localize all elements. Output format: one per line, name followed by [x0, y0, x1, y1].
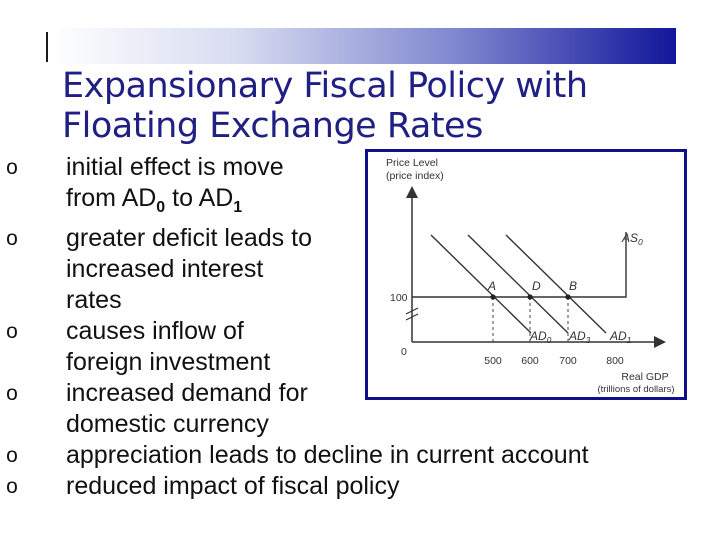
x-tick-500: 500 [484, 355, 502, 367]
bullet-line: domestic currency [66, 409, 589, 440]
ad1-label: AD1 [609, 329, 632, 345]
price-level-value: 100 [390, 292, 408, 304]
y-axis-label-1: Price Level [386, 157, 438, 169]
point-d-dot [527, 294, 533, 300]
bullet-subscript: 1 [233, 199, 243, 216]
bullet-marker-icon: o [6, 156, 18, 179]
bullet-item: o appreciation leads to decline in curren… [0, 440, 589, 471]
point-b-dot [565, 294, 571, 300]
bullet-text: increased interest [66, 255, 264, 283]
bullet-text: causes inflow of [66, 317, 244, 345]
ad3-label: AD3 [568, 329, 591, 345]
bullet-text: domestic currency [66, 410, 269, 438]
point-b-label: B [569, 279, 577, 293]
point-a-label: A [487, 279, 496, 293]
bullet-marker-icon: o [6, 475, 18, 498]
bullet-text: increased demand for [66, 379, 308, 407]
axis-break-icon [405, 307, 419, 321]
bullet-line: increased demand for [66, 378, 589, 409]
x-tick-800: 800 [606, 355, 624, 367]
bullet-text: to AD [165, 184, 234, 212]
bullet-line: appreciation leads to decline in current… [66, 440, 589, 471]
ad0-label: AD0 [529, 329, 552, 345]
title-accent-line [46, 32, 48, 62]
bullet-text: foreign investment [66, 348, 271, 376]
ad3-curve [467, 234, 569, 334]
ad0-curve [430, 234, 532, 334]
bullet-item: o increased demand for domestic currency [0, 378, 589, 440]
bullet-marker-icon: o [6, 320, 18, 343]
bullet-line: causes inflow of [66, 316, 589, 347]
as-curve-label: AS0 [621, 231, 643, 247]
ad1-curve [505, 234, 607, 334]
bullet-line: initial effect is move [66, 152, 589, 183]
bullet-marker-icon: o [6, 444, 18, 467]
bullet-item: o causes inflow of foreign investment [0, 316, 589, 378]
title-line-2: Floating Exchange Rates [62, 106, 483, 146]
bullet-text: from AD [66, 184, 157, 212]
bullet-marker-icon: o [6, 382, 18, 405]
header-gradient-bar [50, 28, 676, 64]
bullet-marker-icon: o [6, 227, 18, 250]
bullet-line: rates [66, 285, 589, 316]
origin-label: 0 [401, 346, 407, 358]
diagram-svg: Price Level (price index) 100 0 500 600 … [386, 157, 675, 395]
bullet-subscript: 0 [156, 199, 166, 216]
bullet-text: reduced impact of fiscal policy [66, 472, 400, 500]
point-d-label: D [532, 279, 541, 293]
bullet-item: o initial effect is move from AD0 to AD1 [0, 152, 589, 223]
bullet-line: from AD0 to AD1 [66, 183, 589, 223]
bullet-text: initial effect is move [66, 153, 284, 181]
bullet-text: rates [66, 286, 122, 314]
title-line-1: Expansionary Fiscal Policy with [62, 66, 588, 106]
point-a-dot [490, 294, 496, 300]
slide-title: Expansionary Fiscal Policy with Floating… [62, 66, 662, 146]
bullet-item: o greater deficit leads to increased inter… [0, 223, 589, 316]
bullet-line: greater deficit leads to [66, 223, 589, 254]
ad-as-diagram: Price Level (price index) 100 0 500 600 … [365, 149, 687, 400]
bullet-text: greater deficit leads to [66, 224, 312, 252]
x-axis-label-2: (trillions of dollars) [597, 384, 674, 395]
bullet-line: foreign investment [66, 347, 589, 378]
bullet-text: appreciation leads to decline in current… [66, 441, 589, 469]
y-axis-label-2: (price index) [386, 170, 444, 182]
bullet-line: reduced impact of fiscal policy [66, 471, 589, 502]
as-curve [412, 232, 627, 298]
x-tick-700: 700 [559, 355, 577, 367]
x-tick-600: 600 [521, 355, 539, 367]
bullet-item: o reduced impact of fiscal policy [0, 471, 589, 502]
bullet-list: o initial effect is move from AD0 to AD1 o g… [0, 152, 589, 502]
x-axis-label-1: Real GDP [621, 371, 668, 383]
bullet-line: increased interest [66, 254, 589, 285]
